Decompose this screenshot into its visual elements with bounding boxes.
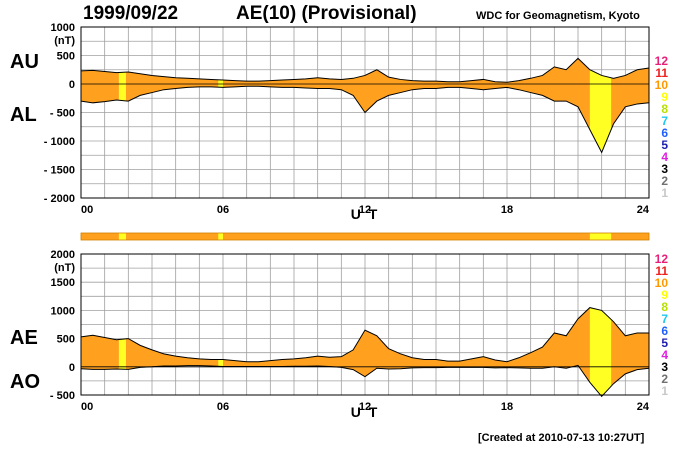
- y-tick-label: 0: [69, 362, 75, 374]
- plot-frame: [80, 253, 650, 396]
- y-unit-label: (nT): [54, 262, 75, 274]
- x-axis-title: U T: [351, 404, 380, 420]
- y-tick-label: 1000: [51, 22, 75, 34]
- x-tick-label: 12: [359, 401, 371, 413]
- ae-label: AE: [10, 327, 38, 349]
- y-tick-label: - 1500: [44, 165, 75, 177]
- panel-1: [80, 253, 650, 398]
- legend-level-6: 6: [661, 324, 668, 338]
- created-timestamp: [Created at 2010-07-13 10:27UT]: [478, 432, 645, 444]
- series-line-ae: [80, 307, 649, 363]
- x-tick-label: 06: [217, 401, 229, 413]
- x-tick-label: 18: [501, 204, 513, 216]
- legend-level-7: 7: [661, 312, 668, 326]
- y-tick-label: 1500: [51, 277, 75, 289]
- x-tick-label: 06: [217, 204, 229, 216]
- legend-level-2: 2: [661, 174, 668, 188]
- activity-highlight: [118, 307, 126, 395]
- legend-level-11: 11: [655, 66, 668, 80]
- legend-level-9: 9: [661, 288, 668, 302]
- legend-level-5: 5: [661, 336, 668, 350]
- x-tick-label: 00: [81, 204, 93, 216]
- legend-level-4: 4: [661, 348, 668, 362]
- activity-strip-border: [80, 232, 650, 241]
- source-credit: WDC for Geomagnetism, Kyoto: [476, 10, 640, 22]
- x-axis-title: U T: [351, 206, 380, 222]
- series-line-al: [80, 85, 650, 154]
- x-tick-label: 24: [637, 204, 650, 216]
- x-tick-label: 00: [81, 401, 93, 413]
- activity-highlight: [589, 58, 612, 153]
- chart-date: 1999/09/22: [83, 3, 179, 24]
- legend-level-4: 4: [661, 150, 668, 164]
- legend-level-12: 12: [654, 54, 668, 68]
- legend-level-9: 9: [661, 90, 668, 104]
- legend-level-6: 6: [661, 126, 668, 140]
- series-line-au: [80, 57, 650, 83]
- activity-strip: [81, 233, 649, 240]
- chart-title: AE(10) (Provisional): [236, 3, 417, 24]
- y-tick-label: 500: [57, 51, 75, 63]
- legend-level-12: 12: [654, 252, 668, 266]
- legend-level-10: 10: [654, 78, 668, 92]
- legend-level-7: 7: [661, 114, 668, 128]
- al-label: AL: [10, 104, 37, 126]
- legend-level-5: 5: [661, 138, 668, 152]
- activity-strip-highlight: [218, 233, 223, 240]
- legend-level-11: 11: [655, 264, 668, 278]
- x-tick-label: 18: [501, 401, 513, 413]
- x-tick-label: 24: [637, 401, 650, 413]
- y-tick-label: - 2000: [44, 193, 75, 205]
- x-tick-label: 12: [359, 204, 371, 216]
- plot-frame: [80, 26, 650, 199]
- y-tick-label: 1000: [51, 305, 75, 317]
- y-unit-label: (nT): [54, 35, 75, 47]
- y-tick-label: - 1000: [44, 136, 75, 148]
- legend-level-1: 1: [661, 186, 668, 200]
- legend-level-10: 10: [654, 276, 668, 290]
- au-label: AU: [10, 51, 39, 73]
- panel-0: [80, 26, 650, 199]
- legend-level-1: 1: [661, 384, 668, 398]
- legend-level-3: 3: [661, 360, 668, 374]
- activity-highlight: [589, 307, 612, 395]
- y-tick-label: - 500: [50, 390, 75, 402]
- y-tick-label: 2000: [51, 249, 75, 261]
- y-tick-label: - 500: [50, 108, 75, 120]
- activity-strip-highlight: [589, 233, 612, 240]
- band-fill-ae: [81, 307, 649, 397]
- legend-level-8: 8: [661, 300, 668, 314]
- legend-level-2: 2: [661, 372, 668, 386]
- ao-label: AO: [10, 371, 40, 393]
- activity-strip-highlight: [118, 233, 126, 240]
- legend-level-8: 8: [661, 102, 668, 116]
- y-tick-label: 500: [57, 334, 75, 346]
- legend-level-3: 3: [661, 162, 668, 176]
- y-tick-label: 0: [69, 79, 75, 91]
